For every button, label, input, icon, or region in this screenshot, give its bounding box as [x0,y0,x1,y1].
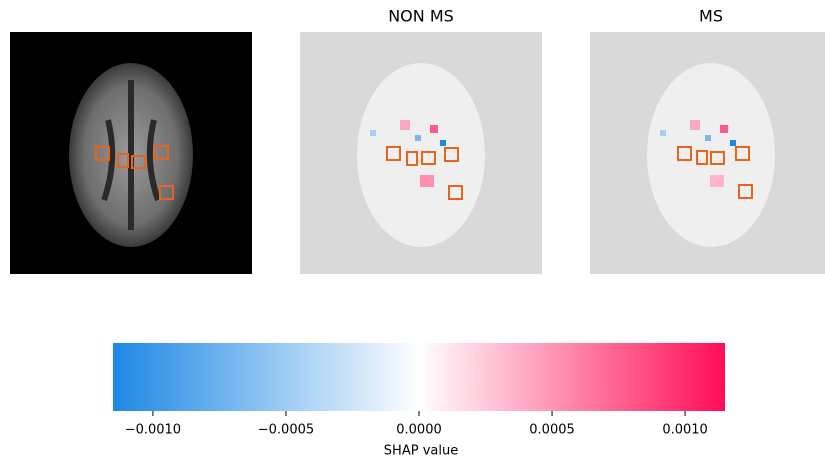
figure: NON MS MS SHAP value −0.0010 −0.0005 0.000… [0,0,825,463]
page: NON MS MS SHAP value −0.0010 −0.0005 0.000… [0,0,825,463]
x-tick-label: −0.0010 [125,423,181,438]
x-tick-label: 0.0000 [396,423,442,438]
colorbar-label: SHAP value [384,444,458,459]
x-tick-label: 0.0010 [662,423,708,438]
x-tick-label: −0.0005 [258,423,314,438]
x-tick-label: 0.0005 [529,423,575,438]
mri-panel [10,32,252,274]
colorbar [113,343,725,411]
panel-title: NON MS [388,7,454,26]
panel-title: MS [699,7,723,26]
shap-panel [300,32,542,274]
shap-panel [590,32,825,274]
